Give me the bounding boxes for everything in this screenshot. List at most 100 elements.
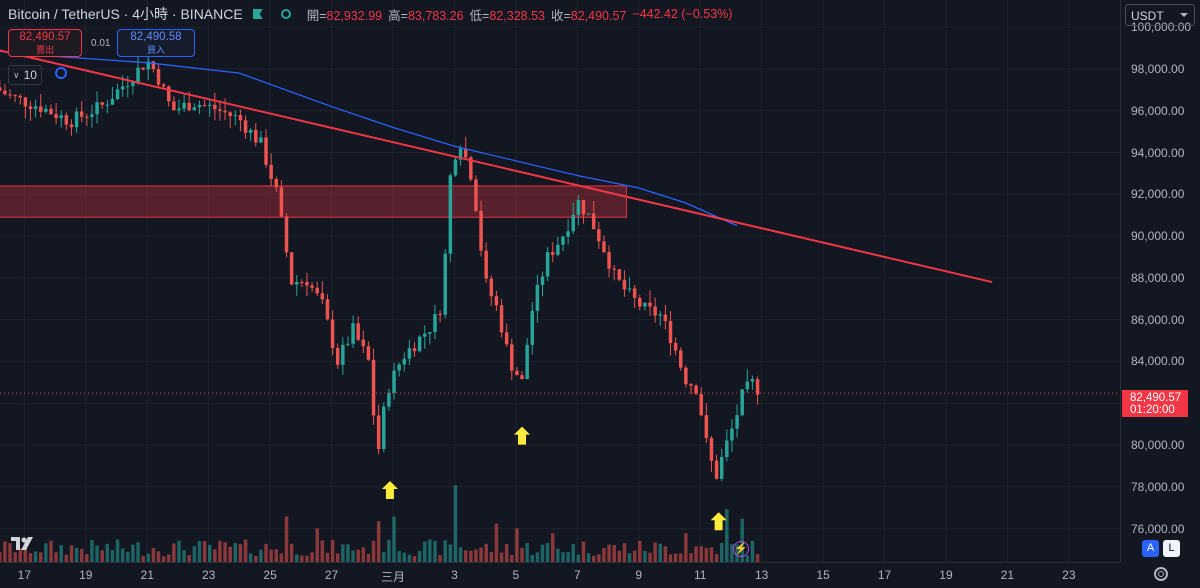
candle-body <box>392 370 396 393</box>
candle-body <box>243 120 248 133</box>
volume-bar <box>156 551 161 562</box>
log-scale-button[interactable]: L <box>1163 540 1180 557</box>
indicator-visibility-icon[interactable] <box>55 67 67 79</box>
candle-body <box>131 82 135 86</box>
volume-bar <box>115 539 120 562</box>
settings-icon[interactable] <box>1154 567 1168 581</box>
price-chart[interactable] <box>0 0 1120 562</box>
candle-body <box>412 348 417 352</box>
candle-body <box>279 187 284 217</box>
candle-body <box>120 86 125 90</box>
volume-bar <box>648 552 652 562</box>
candle-body <box>202 105 207 107</box>
resistance-zone-rect[interactable] <box>0 185 628 218</box>
volume-bar <box>407 554 412 562</box>
candle-body <box>207 104 212 106</box>
candle-body <box>366 346 371 360</box>
volume-bar <box>489 551 494 562</box>
volume-bar <box>597 554 601 562</box>
up-arrow-icon[interactable] <box>381 480 398 499</box>
volume-bar <box>305 555 309 562</box>
volume-bar <box>627 553 632 562</box>
volume-bar <box>622 543 627 562</box>
price-axis[interactable]: 100,000.00 98,000.00 96,000.00 94,000.00 92,… <box>1120 0 1200 562</box>
candle-body <box>33 106 38 109</box>
candle-body <box>182 102 186 109</box>
volume-bar <box>315 528 319 562</box>
time-axis[interactable]: 17 19 21 23 25 27 三月 3 5 7 9 11 13 15 17 19 21 23 <box>0 562 1120 588</box>
volume-bar <box>218 540 222 562</box>
volume-bar <box>392 516 396 562</box>
volume-bar <box>74 547 79 562</box>
volume-bar <box>197 541 202 562</box>
volume-bar <box>535 552 540 562</box>
volume-bar <box>566 552 570 562</box>
ma-polyline[interactable] <box>0 48 738 227</box>
candle-body <box>423 333 427 337</box>
market-status-icon[interactable] <box>280 9 291 19</box>
auto-scale-button[interactable]: A <box>1142 540 1159 557</box>
price-tick-label: 92,000.00 <box>1131 187 1185 202</box>
candle-body <box>638 297 642 307</box>
candle-body <box>417 336 422 352</box>
candle-body <box>74 111 79 128</box>
trendline-segment[interactable] <box>0 42 993 284</box>
volume-bar <box>264 543 268 562</box>
volume-bar <box>182 550 186 562</box>
volume-bar <box>494 523 499 562</box>
candle-body <box>668 321 673 344</box>
buy-button[interactable]: 82,490.58 買入 <box>117 29 195 57</box>
candle-body <box>213 104 217 110</box>
time-tick-label: 23 <box>1062 568 1076 582</box>
candle-body <box>489 278 494 297</box>
chart-area[interactable] <box>0 0 1120 562</box>
volume-bar <box>668 554 673 562</box>
volume-bar <box>504 544 509 562</box>
trendline[interactable] <box>0 42 993 284</box>
candle-body <box>658 314 663 316</box>
volume-bar <box>525 543 529 562</box>
volume-bar <box>310 552 314 562</box>
volume-bar <box>591 555 596 562</box>
chevron-down-icon[interactable]: ∨ <box>13 69 20 80</box>
symbol-legend: Bitcoin / TetherUS · 4小時 · BINANCE 開=82,… <box>8 4 732 24</box>
candle-body <box>300 281 304 283</box>
flag-icon[interactable] <box>252 9 263 19</box>
time-tick-label: 7 <box>573 568 581 582</box>
price-tick-label: 84,000.00 <box>1131 354 1185 369</box>
candle-body <box>315 287 319 294</box>
candle-body <box>725 440 729 457</box>
candle-body <box>397 364 401 371</box>
candle-body <box>458 148 463 160</box>
ohlc-close: 收=82,490.57 <box>550 8 627 23</box>
bolt-icon[interactable]: ⚡ <box>733 541 749 557</box>
symbol-title[interactable]: Bitcoin / TetherUS · 4小時 · BINANCE <box>8 6 243 22</box>
volume-bar <box>13 552 17 562</box>
volume-bar <box>673 553 678 562</box>
indicator-chip[interactable]: ∨ 10 <box>8 65 42 85</box>
moving-average-line[interactable] <box>0 48 738 227</box>
candle-body <box>530 310 535 345</box>
tradingview-logo[interactable] <box>10 535 40 553</box>
volume-bar <box>561 552 565 562</box>
candle-body <box>269 164 273 180</box>
up-arrow-icon[interactable] <box>710 512 727 531</box>
volume-bar <box>689 553 693 562</box>
ma-period: 10 <box>23 68 37 82</box>
price-tick-label: 94,000.00 <box>1131 145 1185 160</box>
annotation-arrows[interactable] <box>381 426 727 531</box>
candle-body <box>709 437 714 461</box>
sell-button[interactable]: 82,490.57 賣出 <box>8 29 82 57</box>
volume-bar <box>602 547 606 562</box>
volume-bar <box>187 555 191 562</box>
candle-body <box>597 229 601 242</box>
candle-body <box>223 110 227 113</box>
candle-body <box>156 69 161 85</box>
time-tick-label: 21 <box>1000 568 1015 582</box>
up-arrow-icon[interactable] <box>514 426 531 445</box>
volume-bar <box>448 544 453 562</box>
resistance-zone[interactable] <box>0 185 628 218</box>
candle-body <box>218 109 222 111</box>
candle-body <box>320 293 325 300</box>
currency-select[interactable]: USDT <box>1125 4 1195 26</box>
